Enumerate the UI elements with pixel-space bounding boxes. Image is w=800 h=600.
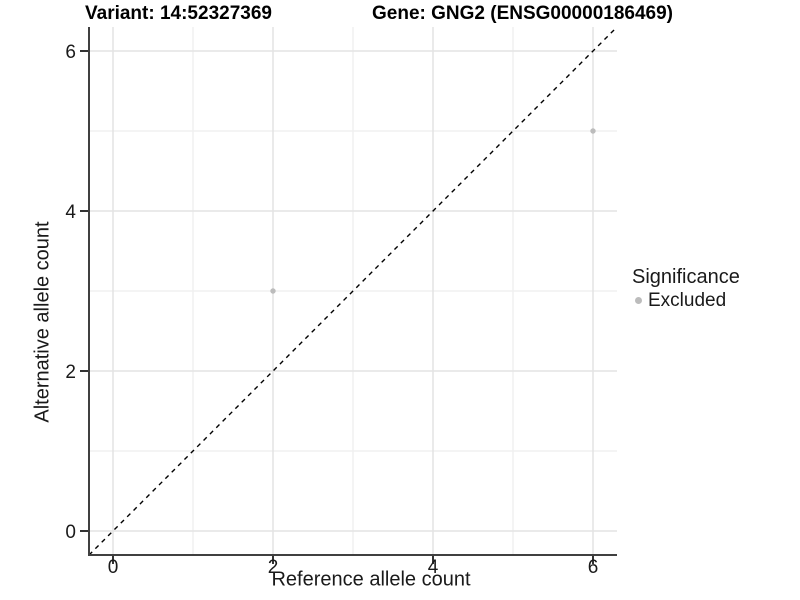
legend-title: Significance xyxy=(632,266,740,288)
x-tick-label: 4 xyxy=(428,557,439,578)
x-axis-title: Reference allele count xyxy=(271,568,471,591)
x-tick-label: 2 xyxy=(268,557,279,578)
data-point xyxy=(590,128,596,134)
y-tick-label: 6 xyxy=(65,42,76,63)
y-tick-label: 4 xyxy=(65,202,76,223)
data-point xyxy=(270,288,276,294)
gene-title: Gene: GNG2 (ENSG00000186469) xyxy=(372,3,673,24)
y-tick-label: 2 xyxy=(65,362,76,383)
x-tick-label: 6 xyxy=(588,557,599,578)
identity-reference-line xyxy=(88,26,618,556)
variant-title: Variant: 14:52327369 xyxy=(85,3,272,24)
y-axis-title: Alternative allele count xyxy=(31,221,54,423)
y-tick-label: 0 xyxy=(65,522,76,543)
x-tick-label: 0 xyxy=(108,557,119,578)
legend: Significance Excluded xyxy=(632,266,740,312)
legend-item-label: Excluded xyxy=(648,289,727,311)
legend-point-icon xyxy=(635,297,642,304)
legend-item: Excluded xyxy=(632,289,740,312)
